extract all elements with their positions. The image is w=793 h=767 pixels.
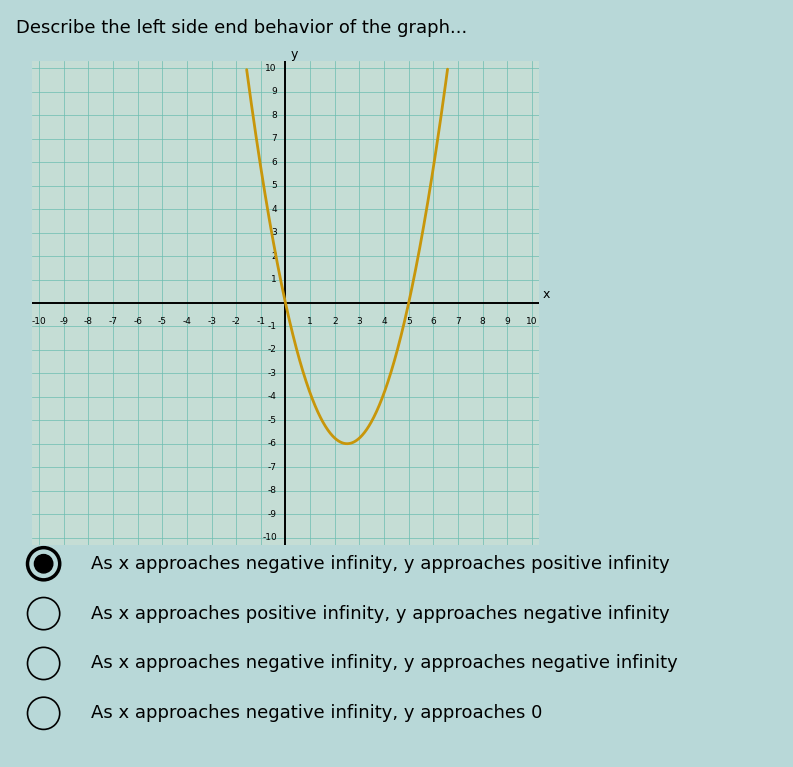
Text: 10: 10: [526, 317, 538, 326]
Text: -7: -7: [109, 317, 117, 326]
Text: 2: 2: [271, 252, 277, 261]
Text: x: x: [543, 288, 550, 301]
Text: 9: 9: [271, 87, 277, 97]
Text: -7: -7: [268, 463, 277, 472]
Text: 3: 3: [271, 228, 277, 237]
Text: As x approaches negative infinity, y approaches negative infinity: As x approaches negative infinity, y app…: [91, 654, 678, 673]
Text: -9: -9: [268, 509, 277, 518]
Text: -10: -10: [32, 317, 47, 326]
Text: 6: 6: [271, 158, 277, 166]
Text: -4: -4: [182, 317, 191, 326]
Text: -4: -4: [268, 392, 277, 401]
Text: 7: 7: [271, 134, 277, 143]
Text: 1: 1: [307, 317, 313, 326]
Text: As x approaches positive infinity, y approaches negative infinity: As x approaches positive infinity, y app…: [91, 604, 670, 623]
Text: 1: 1: [271, 275, 277, 284]
Circle shape: [34, 555, 53, 573]
Text: 4: 4: [271, 205, 277, 214]
Text: -6: -6: [133, 317, 142, 326]
Text: As x approaches negative infinity, y approaches 0: As x approaches negative infinity, y app…: [91, 704, 542, 723]
Text: -10: -10: [262, 533, 277, 542]
Text: 10: 10: [266, 64, 277, 73]
Text: 9: 9: [504, 317, 510, 326]
Text: -5: -5: [268, 416, 277, 425]
Text: Describe the left side end behavior of the graph...: Describe the left side end behavior of t…: [16, 18, 467, 37]
Text: -6: -6: [268, 439, 277, 448]
Text: -1: -1: [268, 322, 277, 331]
Text: 8: 8: [271, 110, 277, 120]
Text: -8: -8: [84, 317, 93, 326]
Text: y: y: [290, 48, 298, 61]
Text: 8: 8: [480, 317, 485, 326]
Text: -9: -9: [59, 317, 68, 326]
Text: -3: -3: [268, 369, 277, 378]
Text: -1: -1: [256, 317, 266, 326]
Text: -3: -3: [207, 317, 216, 326]
Text: As x approaches negative infinity, y approaches positive infinity: As x approaches negative infinity, y app…: [91, 555, 670, 573]
Text: -5: -5: [158, 317, 167, 326]
Text: -2: -2: [268, 345, 277, 354]
Text: -8: -8: [268, 486, 277, 495]
Text: 5: 5: [271, 181, 277, 190]
Text: -2: -2: [232, 317, 240, 326]
Text: 7: 7: [455, 317, 461, 326]
Text: 6: 6: [431, 317, 436, 326]
Text: 3: 3: [357, 317, 362, 326]
Text: 2: 2: [332, 317, 338, 326]
Text: 5: 5: [406, 317, 412, 326]
Text: 4: 4: [381, 317, 387, 326]
